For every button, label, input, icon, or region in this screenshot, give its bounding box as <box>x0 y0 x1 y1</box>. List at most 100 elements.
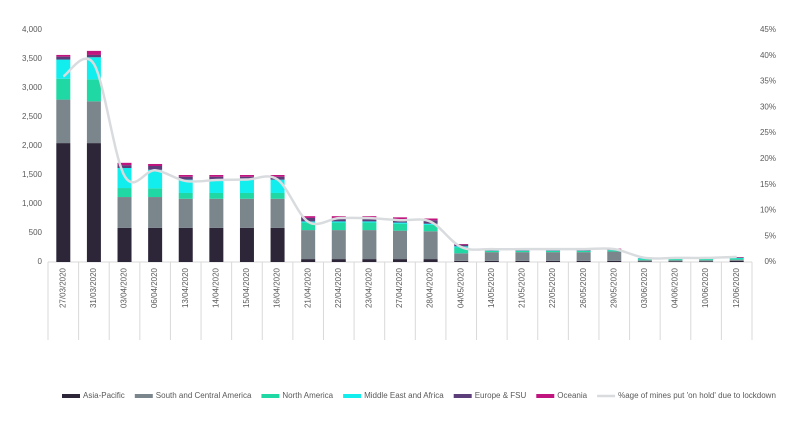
legend-swatch <box>536 394 555 398</box>
bar-segment <box>668 259 683 261</box>
bar-segment <box>484 252 499 261</box>
bar-segment <box>148 163 163 167</box>
bar-segment <box>86 143 101 262</box>
legend-swatch <box>261 394 280 398</box>
bar-segment <box>117 162 132 166</box>
bar-segment <box>331 221 346 223</box>
bar-segment <box>178 176 193 180</box>
legend-swatch <box>343 394 362 398</box>
bar-segment <box>148 166 163 170</box>
bar-segment <box>86 101 101 144</box>
x-tick-label: 28/04/2020 <box>426 267 435 308</box>
bar-segment <box>117 165 132 169</box>
bar-segment <box>270 192 285 199</box>
bar-segment <box>729 258 744 260</box>
x-tick-label: 29/05/2020 <box>609 267 618 308</box>
x-tick-label: 14/04/2020 <box>211 267 220 308</box>
x-tick-label: 16/04/2020 <box>273 267 282 308</box>
y-tick-label: 1,500 <box>22 170 43 179</box>
bar-segment <box>331 259 346 262</box>
bar-segment <box>515 250 530 253</box>
x-tick-label: 14/05/2020 <box>487 267 496 308</box>
bar-segment <box>454 260 469 262</box>
legend-label: %age of mines put 'on hold' due to lockd… <box>618 391 776 400</box>
bar-segment <box>423 259 438 262</box>
bar-segment <box>423 223 438 225</box>
bar-segment <box>515 260 530 262</box>
bar-segment <box>699 261 714 262</box>
bar-segment <box>546 252 561 261</box>
legend-label: South and Central America <box>156 391 252 400</box>
legend-label: Oceania <box>557 391 587 400</box>
bar-segment <box>117 197 132 228</box>
bar-segment <box>484 260 499 262</box>
bar-segment <box>607 251 622 261</box>
bar-segment <box>209 192 224 199</box>
bar-segment <box>148 188 163 198</box>
legend-swatch <box>453 394 472 398</box>
y-tick-label: 1,000 <box>22 199 43 208</box>
bar-segment <box>729 259 744 261</box>
y-tick-label: 2,000 <box>22 141 43 150</box>
bar-segment <box>454 244 469 245</box>
bar-segment <box>270 227 285 262</box>
bar-segment <box>239 198 254 228</box>
bar-segment <box>331 222 346 231</box>
bar-segment <box>637 259 652 261</box>
bar-segment <box>423 218 438 221</box>
bar-segment <box>699 259 714 261</box>
bar-segment <box>637 260 652 262</box>
legend-label: Europe & FSU <box>475 391 527 400</box>
y2-tick-label: 40% <box>760 51 776 60</box>
x-tick-label: 23/04/2020 <box>365 267 374 308</box>
bar-segment <box>362 222 377 231</box>
bar-segment <box>484 250 499 253</box>
bar-segment <box>209 175 224 177</box>
y-tick-label: 0 <box>38 257 43 266</box>
y2-tick-label: 35% <box>760 77 776 86</box>
bar-segment <box>362 221 377 223</box>
bar-segment <box>56 54 71 57</box>
x-tick-label: 21/04/2020 <box>303 267 312 308</box>
bar-segment <box>270 175 285 177</box>
y-tick-label: 500 <box>29 228 43 237</box>
bar-segment <box>209 227 224 262</box>
x-tick-label: 22/05/2020 <box>548 267 557 308</box>
x-tick-label: 04/05/2020 <box>456 267 465 308</box>
bar-segment <box>56 143 71 262</box>
bar-segment <box>178 227 193 262</box>
bar-segment <box>546 250 561 253</box>
bar-segment <box>148 227 163 262</box>
legend-label: Asia-Pacific <box>83 391 125 400</box>
bar-segment <box>56 99 71 144</box>
bar-segment <box>148 197 163 228</box>
line-series <box>62 57 737 260</box>
x-tick-label: 10/06/2020 <box>701 267 710 308</box>
x-tick-label: 22/04/2020 <box>334 267 343 308</box>
bar-segment <box>239 175 254 177</box>
bar-segment <box>576 252 591 261</box>
y2-tick-label: 20% <box>760 154 776 163</box>
bar-segment <box>668 261 683 262</box>
bar-segment <box>239 176 254 180</box>
bar-segment <box>454 244 469 247</box>
y2-tick-label: 10% <box>760 206 776 215</box>
bar-segment <box>270 198 285 228</box>
y-tick-label: 3,000 <box>22 83 43 92</box>
bar-segment <box>515 250 530 251</box>
bar-segment <box>576 250 591 251</box>
y2-tick-label: 5% <box>764 231 776 240</box>
x-tick-label: 15/04/2020 <box>242 267 251 308</box>
bar-segment <box>576 250 591 253</box>
bar-segment <box>362 259 377 262</box>
bar-segment <box>576 260 591 262</box>
x-tick-label: 13/04/2020 <box>181 267 190 308</box>
y2-tick-label: 30% <box>760 102 776 111</box>
y-tick-label: 2,500 <box>22 112 43 121</box>
bar-segment <box>56 56 71 60</box>
legend-swatch <box>134 394 153 398</box>
bar-segment <box>239 227 254 262</box>
bar-segment <box>699 260 714 262</box>
bar-segment <box>86 50 101 55</box>
